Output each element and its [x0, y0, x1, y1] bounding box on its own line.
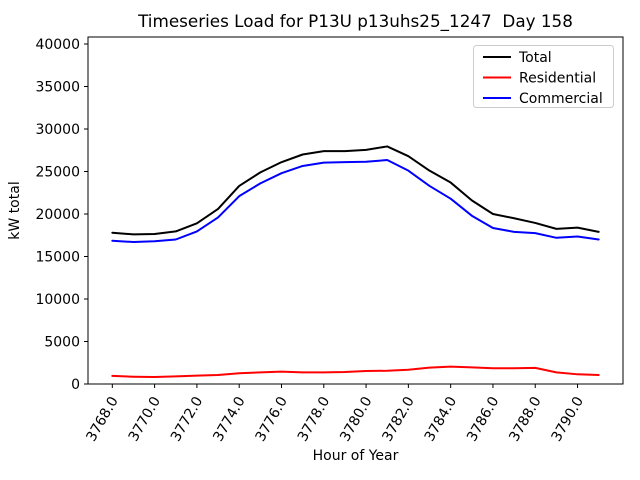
legend-label-commercial: Commercial — [519, 91, 603, 107]
legend-label-residential: Residential — [519, 71, 596, 87]
series-line-commercial — [111, 159, 600, 244]
x-tick-label: 3774.0 — [210, 394, 248, 444]
legend-frame — [473, 45, 614, 108]
y-tick-label: 30000 — [35, 122, 80, 138]
plot-box — [87, 36, 624, 385]
legend-label-total: Total — [518, 50, 552, 66]
series-lines — [111, 145, 600, 379]
x-tick-label: 3776.0 — [253, 394, 291, 444]
x-tick-label: 3772.0 — [168, 394, 206, 444]
y-tick-label: 35000 — [35, 80, 80, 96]
y-tick-label: 0 — [71, 377, 80, 393]
x-tick-label: 3778.0 — [295, 394, 333, 444]
x-axis-label: Hour of Year — [313, 448, 399, 464]
x-tick-label: 3782.0 — [379, 394, 417, 444]
x-tick-label: 3768.0 — [83, 394, 121, 444]
y-tick-label: 25000 — [35, 165, 80, 181]
x-tick-label: 3784.0 — [422, 394, 460, 444]
x-tick-label: 3790.0 — [549, 394, 587, 444]
legend: Total Residential Commercial — [473, 45, 614, 108]
x-tick-label: 3780.0 — [337, 394, 375, 444]
y-tick-label: 40000 — [35, 37, 80, 53]
x-tick-label: 3788.0 — [506, 394, 544, 444]
y-tick-label: 5000 — [44, 335, 80, 351]
y-tick-label: 20000 — [35, 207, 80, 223]
chart-title: Timeseries Load for P13U p13uhs25_1247 D… — [137, 11, 573, 32]
series-line-total — [111, 145, 600, 236]
y-tick-label: 10000 — [35, 292, 80, 308]
series-line-residential — [111, 365, 600, 379]
x-tick-label: 3786.0 — [464, 394, 502, 444]
y-axis-label: kW total — [7, 181, 23, 239]
x-tick-label: 3770.0 — [126, 394, 164, 444]
y-tick-label: 15000 — [35, 250, 80, 266]
